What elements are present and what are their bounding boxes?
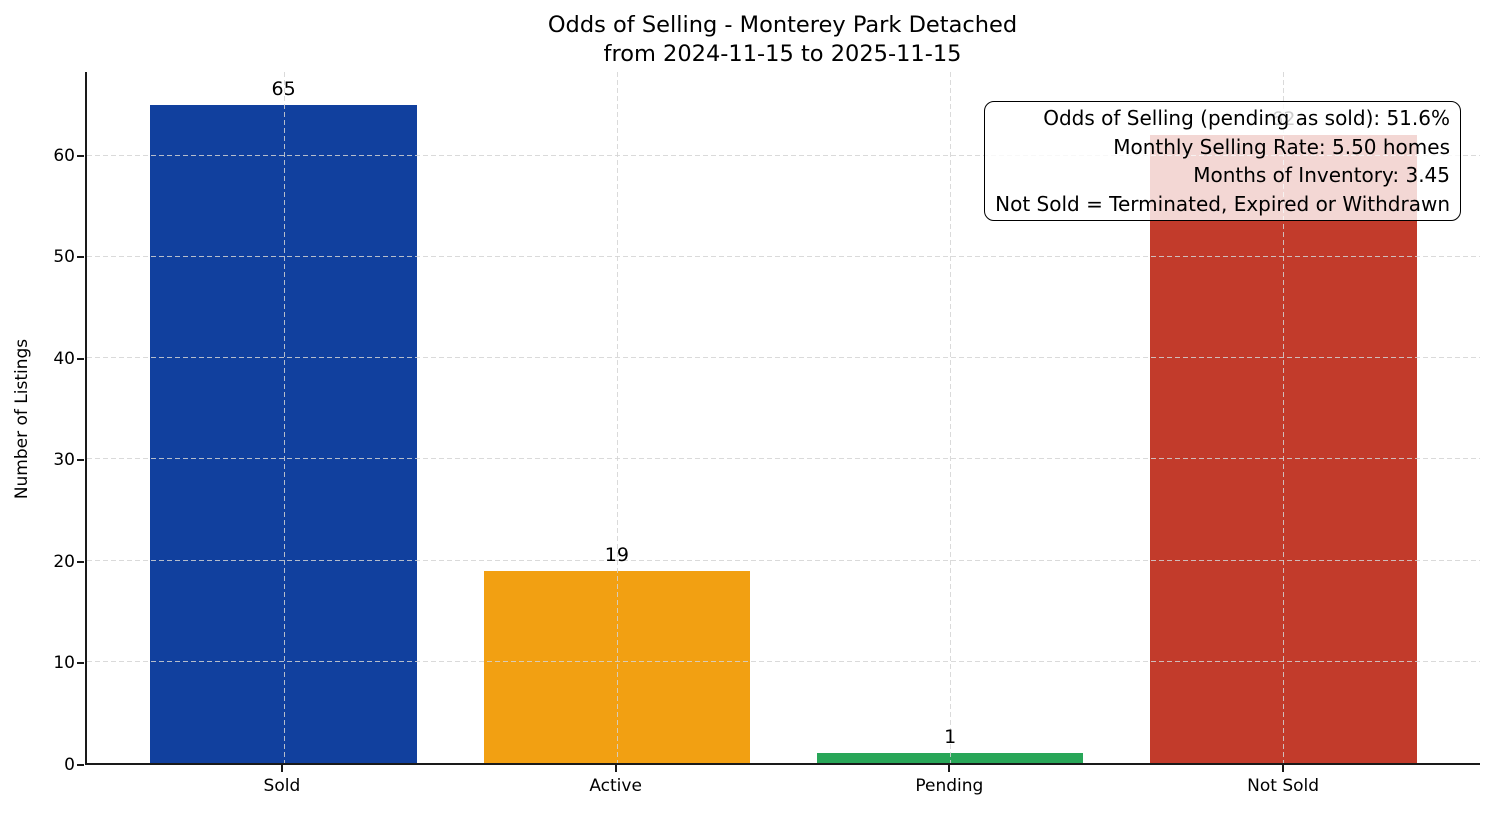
- y-tick-label: 60: [53, 145, 75, 166]
- y-tick-mark: [77, 560, 84, 563]
- gridline-vertical: [1283, 72, 1285, 763]
- gridline-horizontal: [87, 154, 1480, 156]
- x-tick-mark: [614, 765, 617, 772]
- y-tick-label: 30: [53, 450, 75, 471]
- annotation-box: Odds of Selling (pending as sold): 51.6%…: [984, 101, 1461, 221]
- annotation-line-odds: Odds of Selling (pending as sold): 51.6%: [1043, 106, 1450, 130]
- y-tick-mark: [77, 764, 84, 766]
- bar-value-label: 1: [944, 725, 957, 748]
- x-tick-label: Active: [589, 776, 642, 796]
- y-tick-mark: [77, 154, 84, 157]
- annotation-line-inventory: Months of Inventory: 3.45: [1193, 163, 1450, 187]
- plot-area: 6519162: [85, 72, 1480, 765]
- chart-title: Odds of Selling - Monterey Park Detached…: [85, 11, 1480, 69]
- y-tick-label: 10: [53, 653, 75, 674]
- bar-value-label: 19: [604, 543, 629, 566]
- gridline-vertical: [950, 72, 952, 763]
- gridline-horizontal: [87, 559, 1480, 561]
- gridline-vertical: [616, 72, 618, 763]
- y-tick-mark: [77, 357, 84, 360]
- x-tick-mark: [280, 765, 283, 772]
- annotation-line-rate: Monthly Selling Rate: 5.50 homes: [1113, 134, 1450, 159]
- bar-pending: [816, 752, 1084, 763]
- gridline-horizontal: [87, 357, 1480, 359]
- gridline-horizontal: [87, 255, 1480, 257]
- y-tick-mark: [77, 256, 84, 259]
- x-tick-label: Not Sold: [1247, 776, 1320, 796]
- x-tick-mark: [1282, 765, 1285, 772]
- y-tick-mark: [77, 662, 84, 665]
- bar-value-label: 65: [271, 77, 296, 100]
- gridline-horizontal: [87, 458, 1480, 460]
- y-tick-mark: [77, 459, 84, 462]
- y-tick-label: 0: [64, 755, 75, 775]
- annotation-line-notsold: Not Sold = Terminated, Expired or Withdr…: [995, 191, 1450, 216]
- x-tick-label: Sold: [263, 776, 301, 796]
- y-tick-label: 20: [53, 551, 75, 572]
- x-tick-label: Pending: [915, 776, 984, 796]
- chart-title-line1: Odds of Selling - Monterey Park Detached: [547, 12, 1018, 38]
- y-tick-label: 50: [53, 247, 75, 268]
- y-tick-label: 40: [53, 348, 75, 369]
- x-tick-mark: [948, 765, 951, 772]
- chart-title-line2: from 2024-11-15 to 2025-11-15: [603, 41, 962, 67]
- gridline-vertical: [283, 72, 285, 763]
- gridline-horizontal: [87, 660, 1480, 662]
